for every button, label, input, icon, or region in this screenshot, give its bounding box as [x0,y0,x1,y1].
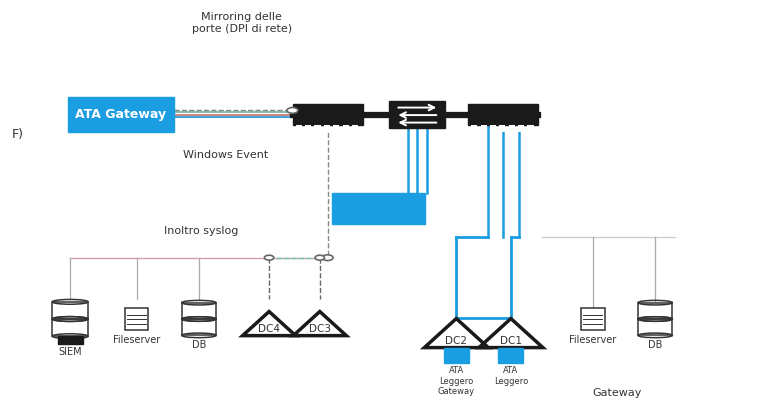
Text: Fileserver: Fileserver [569,335,616,345]
Text: Fileserver: Fileserver [113,335,160,345]
Circle shape [287,108,298,113]
FancyBboxPatch shape [480,125,487,132]
FancyBboxPatch shape [305,125,311,132]
FancyBboxPatch shape [314,125,321,132]
FancyBboxPatch shape [332,193,425,224]
FancyBboxPatch shape [324,125,330,132]
FancyBboxPatch shape [352,125,358,132]
FancyBboxPatch shape [296,125,302,132]
Text: DC3: DC3 [309,324,331,335]
Text: DC1: DC1 [500,336,522,346]
Text: DC4: DC4 [258,324,280,335]
FancyBboxPatch shape [509,125,515,132]
Circle shape [264,255,274,260]
Text: Inoltro syslog: Inoltro syslog [164,226,238,236]
Circle shape [322,255,333,261]
FancyBboxPatch shape [498,348,523,363]
Text: Windows Event: Windows Event [183,151,268,160]
FancyBboxPatch shape [468,104,538,125]
FancyBboxPatch shape [333,125,339,132]
Text: DB: DB [648,340,662,350]
FancyBboxPatch shape [342,125,349,132]
FancyBboxPatch shape [527,125,534,132]
FancyBboxPatch shape [444,348,469,363]
Text: ATA
Leggero
Gateway: ATA Leggero Gateway [438,366,475,396]
FancyBboxPatch shape [518,125,524,132]
Text: ATA
Leggero: ATA Leggero [494,366,528,386]
Text: SIEM: SIEM [58,347,82,357]
Text: DC2: DC2 [445,336,467,346]
FancyBboxPatch shape [292,104,363,125]
FancyBboxPatch shape [389,101,445,128]
Text: Mirroring delle
porte (DPI di rete): Mirroring delle porte (DPI di rete) [192,12,292,34]
FancyBboxPatch shape [471,125,477,132]
Circle shape [315,255,324,260]
Text: ATA Gateway: ATA Gateway [76,108,166,121]
Text: DB: DB [192,340,206,350]
FancyBboxPatch shape [490,125,496,132]
FancyBboxPatch shape [58,336,83,344]
FancyBboxPatch shape [69,97,173,132]
FancyBboxPatch shape [499,125,505,132]
Text: F): F) [12,128,23,142]
Text: Gateway: Gateway [593,388,642,398]
